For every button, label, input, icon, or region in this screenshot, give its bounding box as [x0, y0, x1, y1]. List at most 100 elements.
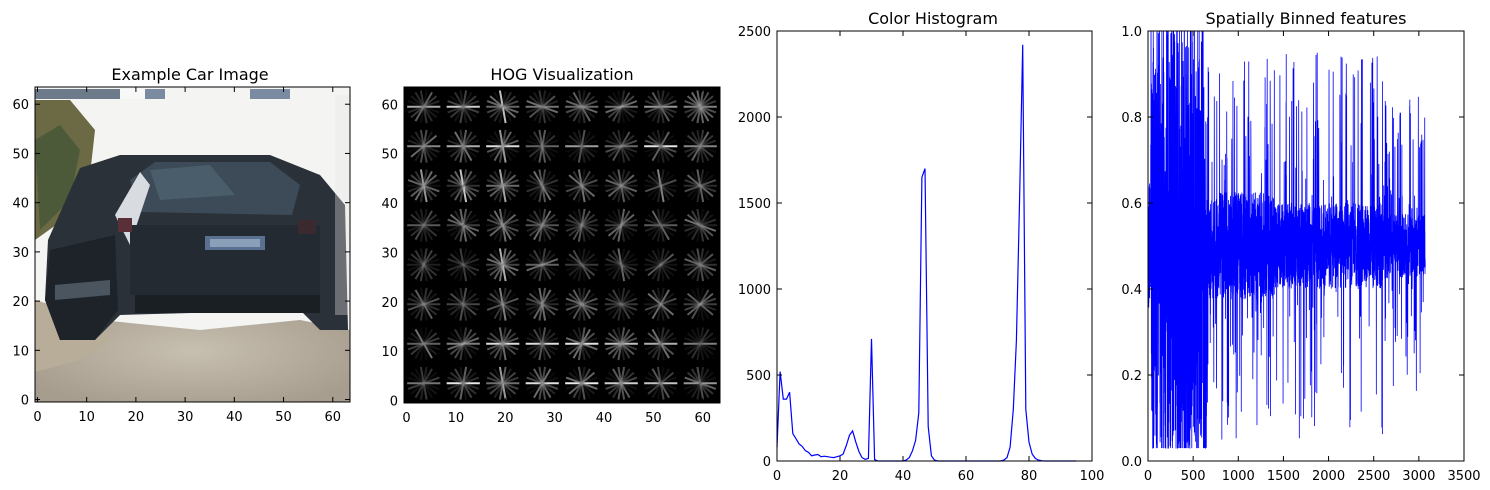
hog-gradient-stroke [447, 139, 480, 153]
hog-gradient-stroke [644, 376, 677, 390]
y-tick-label: 0.2 [1121, 369, 1142, 384]
hog-gradient-stroke [572, 249, 591, 280]
x-tick-label: 40 [226, 410, 243, 425]
hog-gradient-stroke [607, 292, 635, 316]
hog-cell [486, 90, 520, 124]
y-tick-label: 1500 [738, 197, 771, 212]
y-tick-label: 20 [381, 296, 398, 311]
hog-gradient-stroke [447, 258, 480, 272]
hog-cell [525, 169, 559, 203]
hog-cell [525, 208, 559, 242]
hog-gradient-stroke [454, 131, 473, 162]
hog-gradient-stroke [684, 218, 717, 232]
hog-gradient-stroke [486, 337, 519, 351]
hog-gradient-stroke [454, 210, 473, 241]
hog-gradient-stroke [410, 213, 438, 237]
hog-gradient-stroke [449, 213, 477, 237]
hog-image [404, 87, 720, 403]
hog-gradient-stroke [684, 100, 717, 114]
hog-gradient-stroke [691, 91, 710, 122]
y-tick-label: 0 [390, 395, 398, 410]
hog-gradient-stroke [528, 332, 556, 356]
hog-cell [486, 129, 520, 163]
hog-gradient-stroke [607, 253, 635, 277]
hog-gradient-stroke [410, 371, 438, 395]
hog-gradient-stroke [447, 100, 480, 114]
hog-gradient-stroke [419, 248, 428, 282]
hog-gradient-stroke [414, 368, 433, 399]
hog-gradient-stroke [447, 297, 480, 311]
y-tick-label: 500 [746, 369, 771, 384]
y-tick-label: 1000 [738, 283, 771, 298]
hog-cell [644, 90, 678, 124]
hog-gradient-stroke [526, 139, 559, 153]
x-tick-label: 30 [546, 411, 563, 426]
hog-gradient-stroke [533, 368, 552, 399]
hog-gradient-stroke [644, 258, 677, 272]
hog-cell [525, 90, 559, 124]
panel-title-spatial-bins: Spatially Binned features [1206, 9, 1407, 28]
hog-gradient-stroke [651, 368, 670, 399]
hog-gradient-stroke [454, 249, 473, 280]
hog-gradient-stroke [447, 218, 480, 232]
hog-gradient-stroke [607, 371, 635, 395]
hog-gradient-stroke [696, 366, 705, 400]
y-tick-label: 40 [381, 197, 398, 212]
x-tick-label: 80 [1021, 469, 1038, 484]
hog-gradient-stroke [526, 337, 559, 351]
hog-gradient-stroke [486, 297, 519, 311]
hog-cell [644, 129, 678, 163]
hog-gradient-stroke [498, 366, 507, 400]
hog-gradient-stroke [644, 337, 677, 351]
hog-gradient-stroke [617, 287, 626, 321]
x-tick-label: 1500 [1267, 469, 1300, 484]
hog-cell [525, 129, 559, 163]
hog-gradient-stroke [656, 327, 665, 361]
x-tick-label: 2000 [1312, 469, 1345, 484]
hog-gradient-stroke [538, 169, 547, 203]
hog-cell [525, 287, 559, 321]
hog-gradient-stroke [612, 249, 631, 280]
hog-gradient-stroke [651, 328, 670, 359]
hog-gradient-stroke [533, 328, 552, 359]
histogram-series-line [776, 44, 1077, 462]
hog-cell [604, 169, 638, 203]
x-tick-label: 100 [1080, 469, 1105, 484]
x-tick-label: 60 [325, 410, 342, 425]
y-tick-label: 0.0 [1121, 455, 1142, 470]
x-tick-label: 500 [1181, 469, 1206, 484]
x-tick-label: 60 [694, 411, 711, 426]
hog-gradient-stroke [486, 139, 519, 153]
y-tick-label: 60 [381, 98, 398, 113]
hog-gradient-stroke [498, 90, 507, 124]
x-tick-label: 30 [177, 410, 194, 425]
hog-gradient-stroke [612, 368, 631, 399]
hog-gradient-stroke [647, 213, 675, 237]
hog-gradient-stroke [684, 258, 717, 272]
hog-gradient-stroke [577, 248, 586, 282]
hog-gradient-stroke [651, 210, 670, 241]
x-tick-label: 20 [128, 410, 145, 425]
hog-gradient-stroke [449, 95, 477, 119]
hog-cell [407, 169, 441, 203]
hog-cell [446, 208, 480, 242]
hog-gradient-stroke [533, 210, 552, 241]
y-tick-label: 2500 [738, 25, 771, 40]
hog-cell [525, 248, 559, 282]
hog-gradient-stroke [486, 179, 519, 193]
panel-title-car-image: Example Car Image [111, 65, 268, 84]
hog-gradient-stroke [407, 139, 440, 153]
hog-gradient-stroke [686, 292, 714, 316]
x-tick-label: 3000 [1402, 469, 1435, 484]
hog-gradient-stroke [449, 253, 477, 277]
hog-cell [407, 208, 441, 242]
hog-gradient-stroke [407, 376, 440, 390]
color-histogram-plot [776, 44, 1077, 462]
hog-cell [565, 208, 599, 242]
hog-gradient-stroke [691, 328, 710, 359]
hog-cell [446, 248, 480, 282]
hog-cell [683, 169, 717, 203]
hog-gradient-stroke [647, 253, 675, 277]
hog-gradient-stroke [449, 134, 477, 158]
